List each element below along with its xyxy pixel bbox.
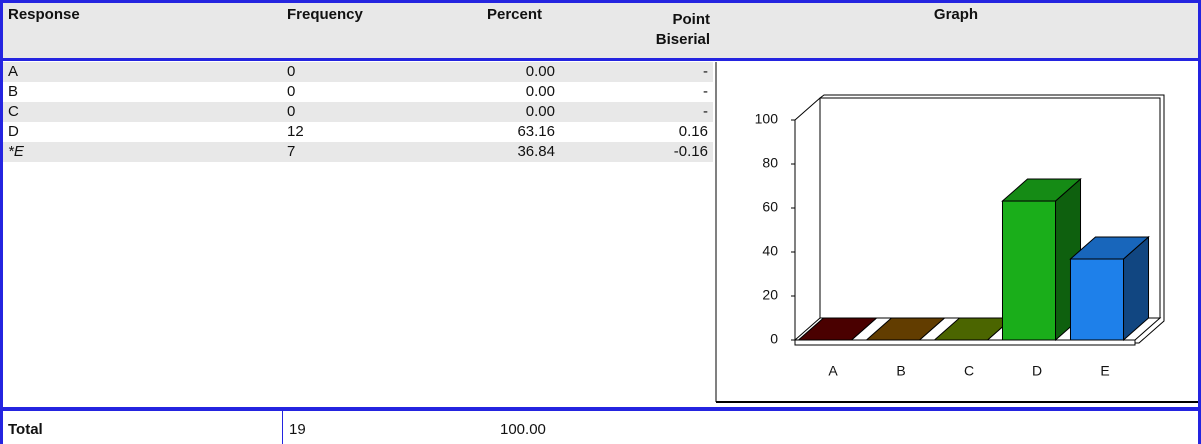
bar-top (865, 317, 946, 341)
y-tick-label: 20 (762, 287, 778, 303)
total-label: Total (8, 421, 43, 438)
table-cell: 63.16 (517, 123, 555, 140)
y-tick-label: 0 (770, 331, 778, 347)
table-cell: 0 (287, 63, 296, 80)
x-tick-label: C (964, 363, 974, 379)
y-tick-label: 60 (762, 199, 778, 215)
total-frequency: 19 (289, 421, 306, 438)
table-cell: 0.00 (525, 103, 555, 120)
y-tick-label: 100 (755, 111, 779, 127)
column-header: Response (8, 6, 80, 23)
table-row: B 0 0.00 - (3, 82, 713, 102)
column-header: Percent (487, 6, 543, 23)
table-cell: B (8, 83, 19, 100)
total-separator (0, 407, 1201, 411)
table-cell: 36.84 (517, 143, 555, 160)
floor-front (794, 339, 1136, 346)
column-header: Frequency (287, 6, 363, 23)
table-cell: 0 (287, 83, 296, 100)
table-cell: 12 (287, 123, 304, 140)
table-cell: - (703, 83, 708, 100)
y-tick-label: 80 (762, 155, 778, 171)
table-cell: - (703, 103, 708, 120)
total-divider (282, 411, 283, 444)
x-tick-label: B (896, 363, 905, 379)
table-cell: - (703, 63, 708, 80)
bar-top (1069, 236, 1150, 260)
x-tick-label: E (1100, 363, 1109, 379)
bar-top (797, 317, 878, 341)
table-cell: C (8, 103, 19, 120)
table-cell: A (8, 63, 19, 80)
table-cell: *E (8, 143, 24, 160)
bar-top (1001, 178, 1082, 202)
column-header: Point Biserial (655, 11, 710, 48)
table-cell: 0.00 (525, 83, 555, 100)
table-row: D 12 63.16 0.16 (3, 122, 713, 142)
table-row: C 0 0.00 - (3, 102, 713, 122)
total-percent: 100.00 (500, 421, 546, 438)
x-tick-label: D (1032, 363, 1042, 379)
bar-front (1069, 258, 1125, 341)
right-border (1198, 61, 1201, 444)
column-header: Graph (933, 6, 979, 23)
table-cell: D (8, 123, 19, 140)
header (0, 0, 1201, 61)
left-border (0, 61, 3, 444)
bar-front (1001, 200, 1057, 341)
table-row: *E 7 36.84 -0.16 (3, 142, 713, 162)
table-cell: 0.00 (525, 63, 555, 80)
table-cell: -0.16 (673, 143, 708, 160)
table-row: A 0 0.00 - (3, 62, 713, 82)
table-cell: 0.16 (678, 123, 708, 140)
x-tick-label: A (828, 363, 838, 379)
y-tick-label: 40 (762, 243, 778, 259)
table-cell: 7 (287, 143, 296, 160)
table-cell: 0 (287, 103, 296, 120)
